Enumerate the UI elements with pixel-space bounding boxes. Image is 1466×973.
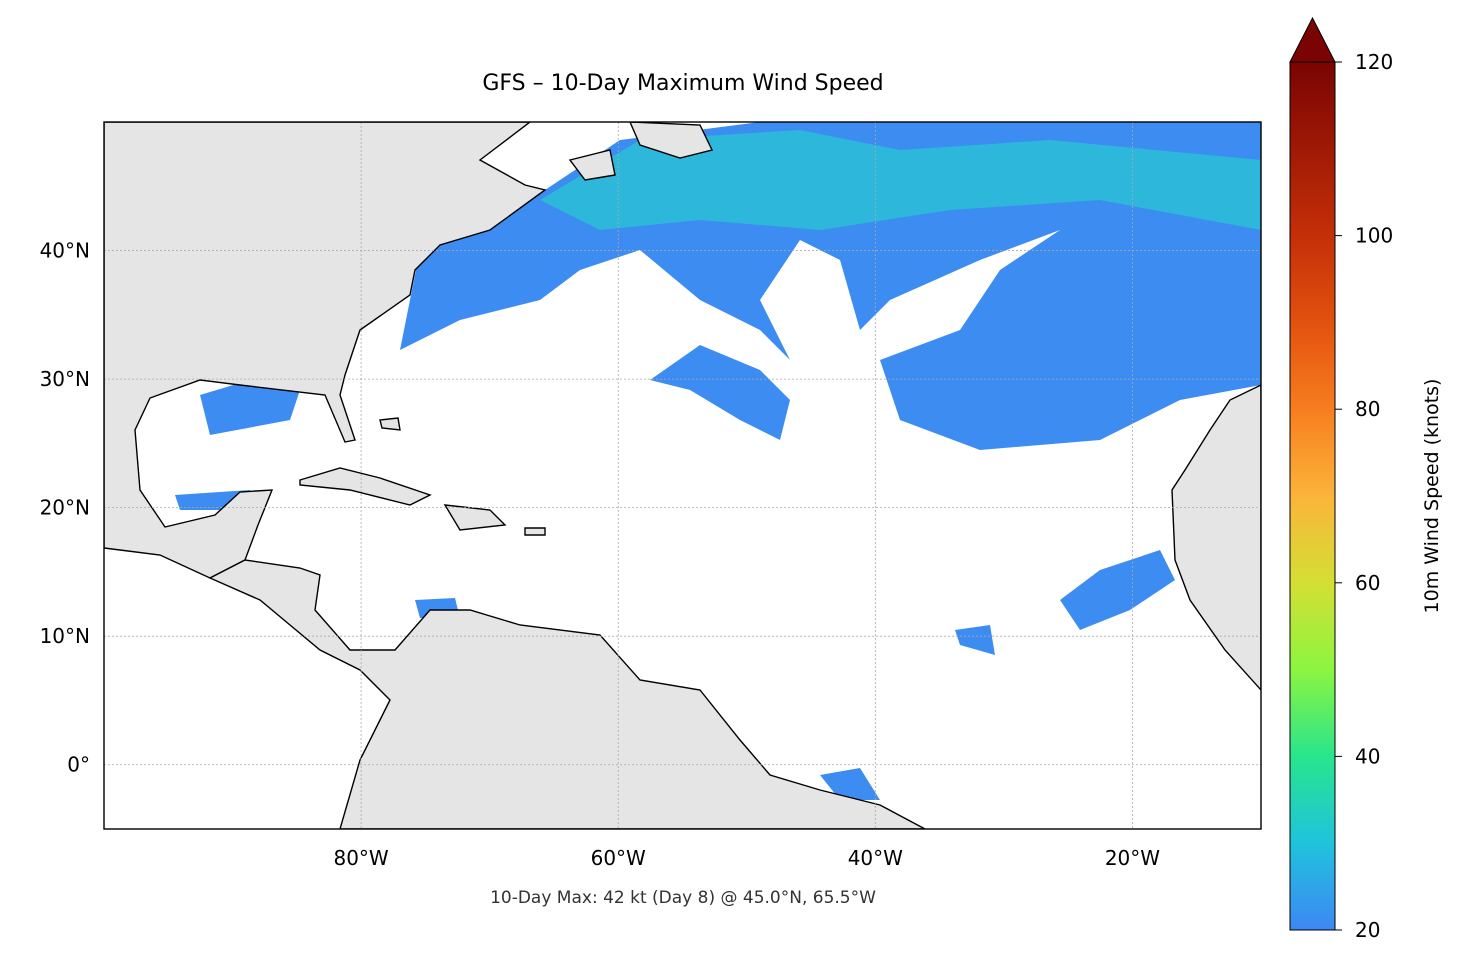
map-title: GFS – 10-Day Maximum Wind Speed	[482, 71, 883, 96]
colorbar-tick-label: 120	[1355, 50, 1393, 74]
colorbar	[1289, 61, 1336, 931]
x-tick-label: 80°W	[333, 846, 388, 870]
colorbar-tick-label: 100	[1355, 224, 1393, 248]
y-tick-label: 20°N	[40, 496, 90, 520]
graticule	[104, 122, 1261, 829]
colorbar-tick-label: 40	[1355, 744, 1380, 768]
colorbar-tick-label: 80	[1355, 397, 1380, 421]
colorbar-extend	[1289, 16, 1336, 63]
colorbar-tick-label: 20	[1355, 918, 1380, 942]
map-area	[104, 122, 1261, 829]
wind-field	[175, 122, 1261, 800]
x-tick-label: 20°W	[1105, 846, 1160, 870]
y-tick-label: 10°N	[40, 624, 90, 648]
colorbar-label: 10m Wind Speed (knots)	[1421, 379, 1443, 614]
y-tick-label: 40°N	[40, 239, 90, 263]
y-tick-label: 0°	[67, 753, 90, 777]
map-frame	[103, 121, 1262, 830]
x-tick-label: 60°W	[591, 846, 646, 870]
colorbar-tick-label: 60	[1355, 571, 1380, 595]
land	[104, 122, 1261, 829]
annotation: 10-Day Max: 42 kt (Day 8) @ 45.0°N, 65.5…	[490, 888, 876, 908]
y-tick-label: 30°N	[40, 367, 90, 391]
x-tick-label: 40°W	[848, 846, 903, 870]
